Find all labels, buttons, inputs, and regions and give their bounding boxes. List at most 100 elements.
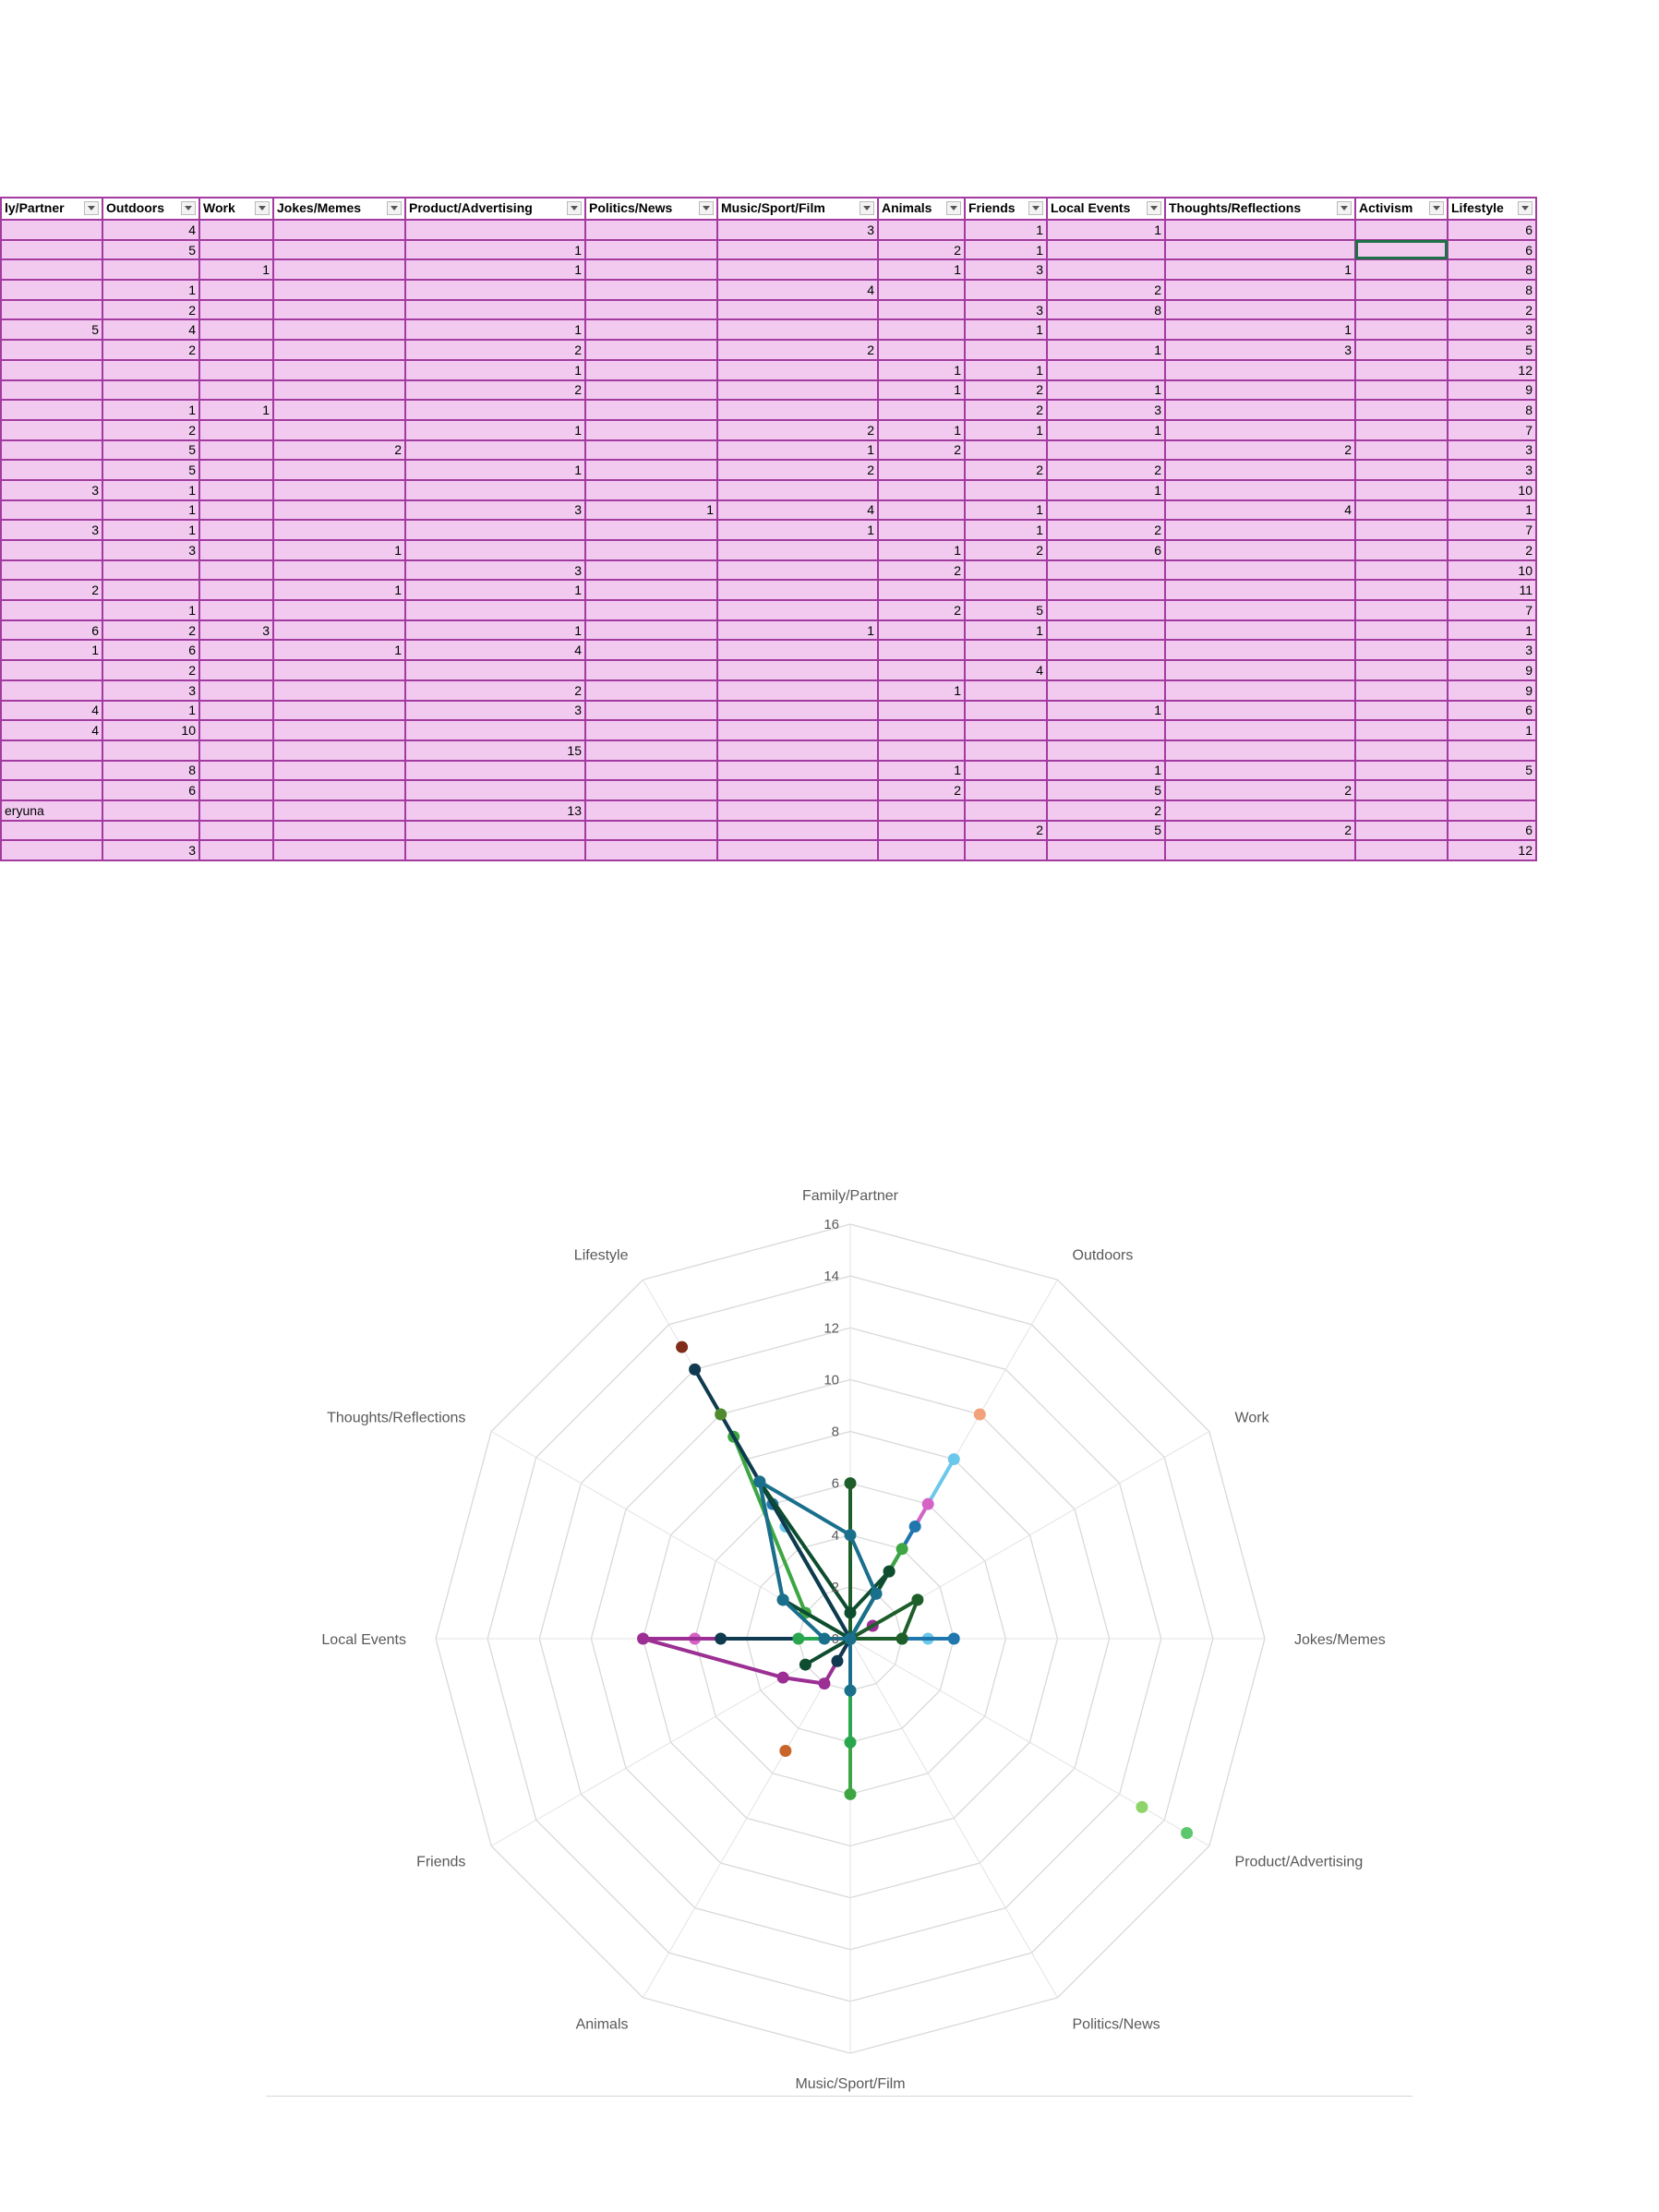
table-cell[interactable]: 7	[1447, 519, 1537, 541]
table-cell[interactable]	[1354, 379, 1449, 402]
table-cell[interactable]: 2	[1164, 819, 1356, 842]
table-cell[interactable]: eryuna	[0, 799, 103, 822]
table-cell[interactable]	[584, 379, 718, 402]
table-cell[interactable]	[272, 599, 406, 621]
table-cell[interactable]	[198, 739, 274, 762]
table-cell[interactable]	[1164, 219, 1356, 241]
table-cell[interactable]: 1	[584, 499, 718, 522]
table-cell[interactable]	[198, 339, 274, 361]
table-cell[interactable]	[584, 539, 718, 561]
table-cell[interactable]	[1354, 639, 1449, 662]
table-cell[interactable]	[198, 639, 274, 662]
table-cell[interactable]	[1354, 579, 1449, 602]
table-cell[interactable]	[0, 759, 103, 782]
table-cell[interactable]	[964, 699, 1048, 722]
table-cell[interactable]: 6	[1447, 699, 1537, 722]
table-cell[interactable]	[0, 499, 103, 522]
table-cell[interactable]	[877, 319, 966, 342]
table-cell[interactable]: 6	[102, 639, 200, 662]
table-cell[interactable]: 13	[404, 799, 586, 822]
table-cell[interactable]	[716, 639, 879, 662]
table-cell[interactable]	[1447, 799, 1537, 822]
table-cell[interactable]	[584, 839, 718, 861]
table-cell[interactable]	[1354, 499, 1449, 522]
table-cell[interactable]: 1	[877, 258, 966, 282]
table-cell[interactable]	[1354, 459, 1449, 481]
table-cell[interactable]	[272, 478, 406, 501]
table-cell[interactable]	[584, 759, 718, 782]
table-cell[interactable]	[716, 739, 879, 762]
table-cell[interactable]: 3	[1447, 319, 1537, 342]
column-header[interactable]: Work	[198, 197, 274, 221]
table-cell[interactable]	[1354, 519, 1449, 541]
table-cell[interactable]: 3	[1164, 339, 1356, 361]
table-cell[interactable]: 1	[964, 519, 1048, 541]
table-cell[interactable]	[272, 719, 406, 741]
table-cell[interactable]	[964, 439, 1048, 462]
table-cell[interactable]: 4	[716, 499, 879, 522]
table-cell[interactable]	[1164, 418, 1356, 441]
table-cell[interactable]	[404, 399, 586, 421]
table-cell[interactable]: 1	[1046, 379, 1166, 402]
table-cell[interactable]: 5	[102, 459, 200, 481]
table-cell[interactable]	[272, 238, 406, 261]
table-cell[interactable]	[0, 298, 103, 321]
table-cell[interactable]	[1046, 719, 1166, 741]
table-cell[interactable]	[584, 719, 718, 741]
table-cell[interactable]	[1164, 298, 1356, 321]
table-cell[interactable]	[0, 219, 103, 241]
table-cell[interactable]	[1164, 699, 1356, 722]
table-cell[interactable]	[272, 519, 406, 541]
table-cell[interactable]	[404, 478, 586, 501]
table-cell[interactable]	[1164, 579, 1356, 602]
table-cell[interactable]	[1164, 279, 1356, 301]
table-cell[interactable]	[584, 559, 718, 582]
table-cell[interactable]	[272, 418, 406, 441]
table-cell[interactable]	[1354, 619, 1449, 642]
table-cell[interactable]	[198, 358, 274, 381]
table-cell[interactable]: 10	[102, 719, 200, 741]
table-cell[interactable]: 1	[877, 759, 966, 782]
table-cell[interactable]	[1046, 679, 1166, 702]
filter-dropdown-icon[interactable]	[1429, 201, 1444, 215]
column-header[interactable]: Music/Sport/Film	[716, 197, 879, 221]
table-cell[interactable]	[877, 478, 966, 501]
table-cell[interactable]	[716, 379, 879, 402]
table-cell[interactable]: 1	[964, 219, 1048, 241]
table-cell[interactable]: 8	[1046, 298, 1166, 321]
table-cell[interactable]	[0, 779, 103, 801]
table-cell[interactable]	[964, 679, 1048, 702]
table-cell[interactable]: 1	[1046, 418, 1166, 441]
table-cell[interactable]	[877, 279, 966, 301]
table-cell[interactable]	[1164, 519, 1356, 541]
table-cell[interactable]	[0, 258, 103, 282]
table-cell[interactable]: 5	[102, 439, 200, 462]
table-cell[interactable]: 5	[1447, 339, 1537, 361]
table-cell[interactable]: 2	[1046, 799, 1166, 822]
table-cell[interactable]: 3	[102, 539, 200, 561]
table-cell[interactable]	[877, 659, 966, 681]
table-cell[interactable]	[716, 679, 879, 702]
table-cell[interactable]	[964, 579, 1048, 602]
table-cell[interactable]: 4	[0, 699, 103, 722]
table-cell[interactable]: 1	[1046, 478, 1166, 501]
table-cell[interactable]: 5	[1447, 759, 1537, 782]
table-cell[interactable]: 3	[964, 258, 1048, 282]
table-cell[interactable]	[877, 339, 966, 361]
table-cell[interactable]: 6	[1046, 539, 1166, 561]
table-cell[interactable]	[102, 819, 200, 842]
table-cell[interactable]	[272, 699, 406, 722]
table-cell[interactable]: 4	[1164, 499, 1356, 522]
table-cell[interactable]	[198, 799, 274, 822]
table-cell[interactable]	[198, 699, 274, 722]
filter-dropdown-icon[interactable]	[860, 201, 874, 215]
table-cell[interactable]: 6	[102, 779, 200, 801]
table-cell[interactable]	[716, 779, 879, 801]
table-cell[interactable]	[1164, 619, 1356, 642]
table-cell[interactable]	[0, 819, 103, 842]
table-cell[interactable]	[198, 679, 274, 702]
table-cell[interactable]: 1	[1164, 319, 1356, 342]
table-cell[interactable]	[584, 279, 718, 301]
table-cell[interactable]	[584, 619, 718, 642]
table-cell[interactable]	[1354, 659, 1449, 681]
